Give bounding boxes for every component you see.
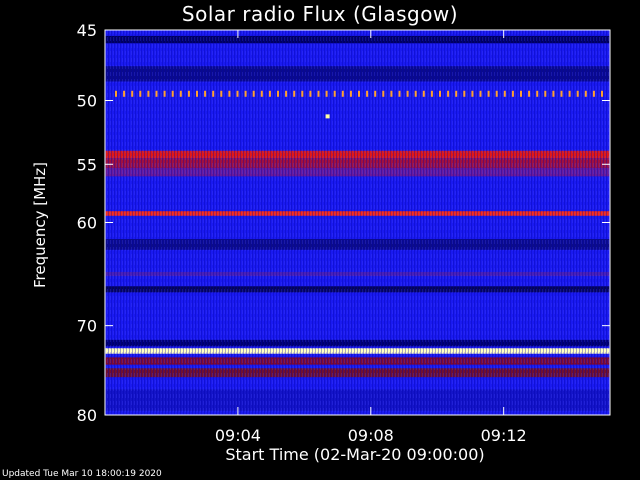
y-axis-ticks: 45 50 55 60 70 80 bbox=[77, 21, 610, 425]
spike-2 bbox=[131, 90, 134, 97]
spike-60 bbox=[601, 90, 603, 97]
spike-8 bbox=[179, 90, 182, 97]
spike-42 bbox=[455, 90, 458, 97]
spike-44 bbox=[471, 90, 474, 97]
spike-43 bbox=[463, 90, 466, 97]
spike-25 bbox=[317, 90, 320, 97]
spike-7 bbox=[171, 90, 174, 97]
spike-53 bbox=[544, 90, 547, 97]
spike-40 bbox=[439, 90, 441, 97]
spike-51 bbox=[528, 90, 531, 97]
x-tick-label-0: 09:04 bbox=[215, 426, 261, 445]
spike-11 bbox=[204, 90, 207, 97]
spike-37 bbox=[414, 90, 417, 97]
spike-18 bbox=[260, 90, 263, 97]
spike-5 bbox=[155, 90, 158, 97]
y-tick-label-45: 45 bbox=[77, 21, 97, 40]
spike-36 bbox=[406, 90, 409, 97]
x-axis-label: Start Time (02-Mar-20 09:00:00) bbox=[225, 445, 485, 464]
y-tick-label-55: 55 bbox=[77, 155, 97, 174]
spike-56 bbox=[568, 90, 571, 97]
spike-35 bbox=[398, 90, 401, 97]
spike-48 bbox=[503, 90, 506, 97]
y-tick-label-60: 60 bbox=[77, 214, 97, 233]
spike-30 bbox=[358, 90, 360, 97]
spike-22 bbox=[293, 90, 296, 97]
spike-20 bbox=[277, 90, 279, 97]
spike-3 bbox=[139, 90, 142, 97]
spike-38 bbox=[422, 90, 425, 97]
spike-28 bbox=[341, 90, 344, 97]
spike-52 bbox=[536, 90, 539, 97]
spike-12 bbox=[212, 90, 215, 97]
spike-13 bbox=[220, 90, 223, 97]
spike-10 bbox=[196, 90, 198, 97]
spike-47 bbox=[495, 90, 498, 97]
spike-31 bbox=[366, 90, 369, 97]
bright-spot bbox=[325, 114, 330, 119]
spike-34 bbox=[390, 90, 393, 97]
spike-6 bbox=[163, 90, 166, 97]
spike-21 bbox=[285, 90, 288, 97]
spike-4 bbox=[147, 90, 150, 97]
spike-14 bbox=[228, 90, 231, 97]
spike-0 bbox=[115, 90, 117, 97]
y-tick-label-70: 70 bbox=[77, 317, 97, 336]
spike-9 bbox=[187, 90, 190, 97]
spike-41 bbox=[447, 90, 450, 97]
y-tick-label-50: 50 bbox=[77, 92, 97, 111]
spike-17 bbox=[252, 90, 255, 97]
spike-15 bbox=[236, 90, 239, 97]
chart-title: Solar radio Flux (Glasgow) bbox=[181, 2, 459, 26]
x-tick-label-2: 09:12 bbox=[481, 426, 527, 445]
spike-32 bbox=[374, 90, 377, 97]
plot-grain-overlay bbox=[105, 30, 610, 415]
spike-26 bbox=[325, 90, 328, 97]
spike-58 bbox=[584, 90, 587, 97]
spike-29 bbox=[349, 90, 352, 97]
spike-54 bbox=[552, 90, 555, 97]
x-axis-ticks: 09:04 09:08 09:12 bbox=[215, 30, 527, 445]
spike-1 bbox=[123, 90, 126, 97]
spike-46 bbox=[487, 90, 490, 97]
spike-49 bbox=[511, 90, 514, 97]
spike-33 bbox=[382, 90, 385, 97]
y-tick-label-80: 80 bbox=[77, 406, 97, 425]
spike-27 bbox=[333, 90, 336, 97]
spike-45 bbox=[479, 90, 482, 97]
spike-50 bbox=[520, 90, 522, 97]
spike-row bbox=[115, 90, 603, 97]
updated-timestamp: Updated Tue Mar 10 18:00:19 2020 bbox=[2, 469, 162, 479]
spike-57 bbox=[576, 90, 579, 97]
spike-24 bbox=[309, 90, 312, 97]
x-tick-label-1: 09:08 bbox=[348, 426, 394, 445]
spike-16 bbox=[244, 90, 247, 97]
spike-19 bbox=[268, 90, 271, 97]
spike-39 bbox=[430, 90, 433, 97]
spike-55 bbox=[560, 90, 563, 97]
spike-23 bbox=[301, 90, 304, 97]
spike-59 bbox=[592, 90, 595, 97]
